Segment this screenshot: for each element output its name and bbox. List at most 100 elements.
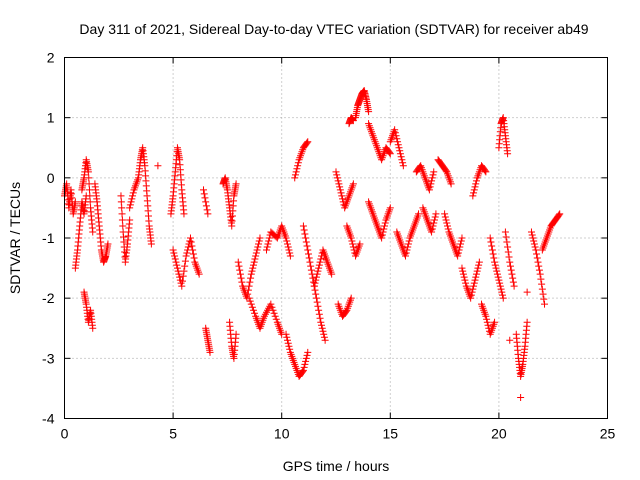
data-point xyxy=(294,162,302,170)
data-point xyxy=(303,242,311,250)
data-point xyxy=(459,270,467,278)
data-point xyxy=(399,159,407,167)
data-point xyxy=(292,168,300,176)
data-point xyxy=(365,108,373,116)
data-point xyxy=(232,180,240,188)
data-point xyxy=(291,171,299,179)
data-point xyxy=(328,270,336,278)
data-point xyxy=(128,195,136,203)
y-tick-label: 2 xyxy=(47,50,55,66)
data-point xyxy=(379,228,387,236)
data-points xyxy=(61,87,564,401)
data-point xyxy=(470,189,478,197)
data-point xyxy=(303,351,311,359)
data-point xyxy=(486,234,494,242)
data-point xyxy=(311,286,319,294)
data-point xyxy=(457,237,465,245)
data-point xyxy=(315,306,323,314)
data-point xyxy=(402,249,410,257)
data-point xyxy=(381,219,389,227)
data-point xyxy=(84,168,92,176)
data-point xyxy=(316,258,324,266)
data-point xyxy=(206,348,214,356)
data-point xyxy=(482,312,490,320)
data-point xyxy=(482,168,490,176)
data-point xyxy=(303,139,311,147)
data-point xyxy=(304,250,312,258)
data-point xyxy=(85,174,93,182)
data-point xyxy=(285,342,293,350)
data-point xyxy=(184,243,192,251)
data-point xyxy=(119,222,127,230)
data-point xyxy=(86,192,94,200)
data-point xyxy=(176,273,184,281)
data-point xyxy=(238,278,246,286)
data-point xyxy=(523,318,531,326)
data-point xyxy=(472,177,480,185)
data-point xyxy=(255,240,263,248)
data-point xyxy=(126,201,134,209)
data-point xyxy=(529,234,537,242)
data-point xyxy=(504,243,512,251)
data-point xyxy=(481,167,489,175)
data-point xyxy=(282,234,290,242)
data-point xyxy=(386,149,394,157)
data-point xyxy=(428,177,436,185)
data-point xyxy=(532,246,540,254)
data-point xyxy=(236,270,244,278)
data-point xyxy=(470,186,478,194)
data-point xyxy=(320,330,328,338)
data-point xyxy=(299,366,307,374)
data-point xyxy=(469,285,477,293)
data-point xyxy=(496,282,504,290)
data-point xyxy=(493,270,501,278)
data-point xyxy=(523,288,531,296)
data-point xyxy=(171,252,179,260)
data-point xyxy=(483,318,491,326)
data-point xyxy=(271,312,279,320)
data-point xyxy=(506,336,514,344)
x-tick-label: 25 xyxy=(600,426,616,442)
data-point xyxy=(244,286,252,294)
data-point xyxy=(457,240,465,248)
data-point xyxy=(488,246,496,254)
data-point xyxy=(443,222,451,230)
data-point xyxy=(171,255,179,263)
data-point xyxy=(202,202,210,210)
data-point xyxy=(249,306,257,314)
data-point xyxy=(89,324,97,332)
data-point xyxy=(496,279,504,287)
data-point xyxy=(299,367,307,375)
data-point xyxy=(504,248,512,256)
data-point xyxy=(555,211,563,219)
data-point xyxy=(487,238,495,246)
data-point xyxy=(235,262,243,270)
data-point xyxy=(245,282,253,290)
data-point xyxy=(262,246,270,254)
data-point xyxy=(251,255,259,263)
data-point xyxy=(484,321,492,329)
data-point xyxy=(391,129,399,137)
data-point xyxy=(533,254,541,262)
data-point xyxy=(429,222,437,230)
x-tick-label: 0 xyxy=(61,426,69,442)
data-point xyxy=(499,294,507,302)
data-point xyxy=(468,288,476,296)
data-point xyxy=(299,222,307,230)
data-point xyxy=(392,132,400,140)
data-point xyxy=(173,261,181,269)
data-point xyxy=(342,307,350,315)
data-point xyxy=(286,345,294,353)
data-point xyxy=(291,174,299,182)
data-point xyxy=(460,273,468,281)
data-point xyxy=(459,267,467,275)
data-point xyxy=(251,309,259,317)
data-point xyxy=(491,318,499,326)
data-point xyxy=(404,240,412,248)
data-point xyxy=(319,327,327,335)
data-point xyxy=(202,198,210,206)
data-point xyxy=(104,240,112,248)
data-point xyxy=(270,309,278,317)
data-point xyxy=(431,213,439,221)
data-point xyxy=(470,279,478,287)
